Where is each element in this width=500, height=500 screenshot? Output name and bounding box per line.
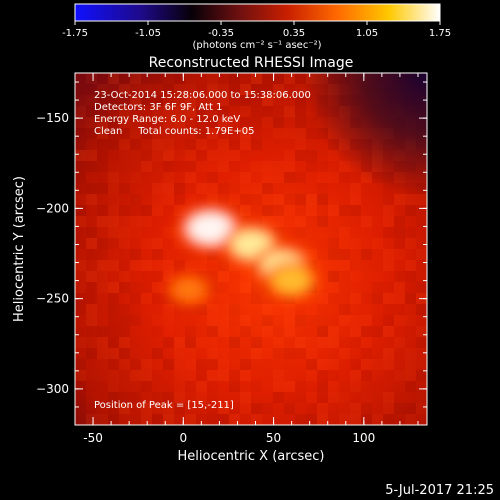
colorbar-tick-label: -1.05 <box>135 28 161 39</box>
x-tick-label: 50 <box>266 431 281 445</box>
annotation-peak: Position of Peak = [15,-211] <box>94 400 234 411</box>
colorbar-tick-label: 1.75 <box>429 28 451 39</box>
colorbar-label: (photons cm⁻² s⁻¹ asec⁻²) <box>192 40 321 51</box>
colorbar-tick-label: 0.35 <box>283 28 305 39</box>
plot-frame <box>74 72 428 426</box>
colorbar-tick-label: -1.75 <box>62 28 88 39</box>
source-core <box>187 212 233 244</box>
x-axis-ticks: -50 0 50 100 <box>74 73 419 445</box>
annotation-clean: Clean Total counts: 1.79E+05 <box>94 126 254 137</box>
heatmap-image <box>75 73 427 425</box>
colorbar-ticks: -1.75 -1.05 -0.35 0.35 1.05 1.75 <box>62 21 451 39</box>
source-core <box>272 267 311 294</box>
source-core <box>173 279 204 300</box>
x-tick-label: 0 <box>179 431 187 445</box>
y-axis-ticks: −150 −200 −250 −300 <box>36 81 427 426</box>
chart-title: Reconstructed RHESSI Image <box>149 55 354 71</box>
x-axis-label: Heliocentric X (arcsec) <box>178 449 325 464</box>
y-axis-label: Heliocentric Y (arcsec) <box>12 176 27 322</box>
y-tick-label: −250 <box>36 292 69 306</box>
y-tick-label: −300 <box>36 382 69 396</box>
annotation-detectors: Detectors: 3F 6F 9F, Att 1 <box>94 102 222 113</box>
x-tick-label: 100 <box>352 431 375 445</box>
footer-date: 5-Jul-2017 21:25 <box>385 483 494 498</box>
annotation-energy: Energy Range: 6.0 - 12.0 keV <box>94 114 240 125</box>
colorbar <box>74 3 441 22</box>
x-tick-label: -50 <box>83 431 103 445</box>
annotation-time: 23-Oct-2014 15:28:06.000 to 15:38:06.000 <box>94 90 311 101</box>
y-tick-label: −150 <box>36 111 69 125</box>
colorbar-tick-label: -0.35 <box>208 28 234 39</box>
colorbar-tick-label: 1.05 <box>356 28 378 39</box>
y-tick-label: −200 <box>36 201 69 215</box>
